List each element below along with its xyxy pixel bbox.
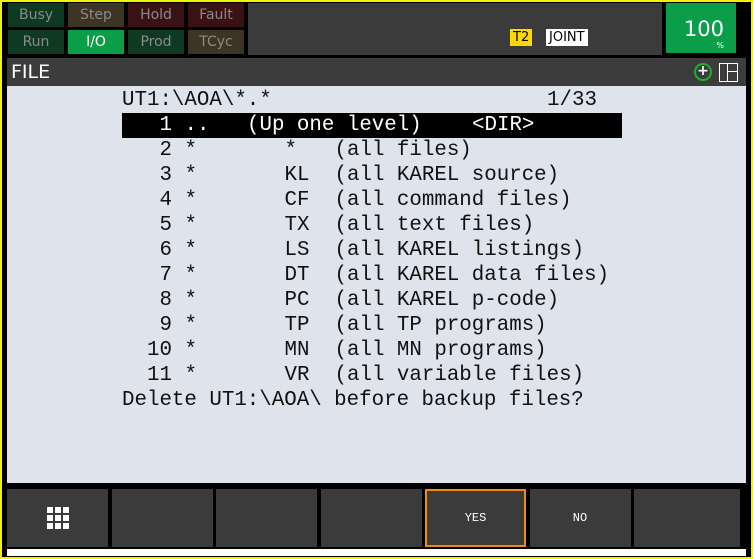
f-key-1-button[interactable]	[111, 489, 213, 547]
row-filetype: VR	[284, 364, 310, 387]
row-filename: *	[184, 314, 197, 337]
menu-grid-button[interactable]	[7, 489, 108, 547]
row-filetype: TP	[284, 314, 310, 337]
directory-path: UT1:\AOA\*.*	[122, 89, 272, 112]
row-number: 10	[147, 339, 172, 362]
screen-title: FILE	[11, 61, 51, 83]
window-layout-icon[interactable]	[719, 63, 738, 82]
file-list-row[interactable]: 6 * LS (all KAREL listings)	[122, 238, 622, 263]
row-filename: *	[184, 214, 197, 237]
file-list-panel: UT1:\AOA\*.* 1/33 1.. (Up one level) <DIR>…	[7, 86, 746, 483]
list-position: 1/33	[547, 89, 597, 112]
row-description: (all command files)	[334, 189, 572, 212]
status-busy: Busy	[8, 3, 64, 27]
coord-system-badge[interactable]: JOINT	[546, 29, 588, 46]
row-filetype: KL	[284, 164, 310, 187]
file-list-row[interactable]: 9 * TP (all TP programs)	[122, 313, 622, 338]
file-list-row[interactable]: 11 * VR (all variable files)	[122, 363, 622, 388]
row-description: (all variable files)	[334, 364, 585, 387]
screen-title-bar: FILE +	[7, 58, 746, 86]
row-filetype: MN	[284, 339, 310, 362]
status-fault: Fault	[188, 3, 244, 27]
file-list-row[interactable]: 2 * * (all files)	[122, 138, 622, 163]
row-number: 7	[159, 264, 172, 287]
row-number: 6	[159, 239, 172, 262]
row-description: (all text files)	[334, 214, 535, 237]
row-description: (all KAREL source)	[334, 164, 560, 187]
row-filename: *	[184, 289, 197, 312]
override-value: 100	[683, 17, 724, 41]
file-list-row[interactable]: 3 * KL (all KAREL source)	[122, 163, 622, 188]
row-filetype: CF	[284, 189, 310, 212]
row-filetype: PC	[284, 289, 310, 312]
status-step: Step	[68, 3, 124, 27]
status-prod: Prod	[128, 30, 184, 54]
row-filename: *	[184, 164, 197, 187]
f-key-3-button[interactable]	[320, 489, 422, 547]
f-key-2-button[interactable]	[216, 489, 317, 547]
row-filetype: TX	[284, 214, 310, 237]
row-number: 8	[159, 289, 172, 312]
override-speed[interactable]: 100 %	[666, 3, 736, 53]
zoom-in-icon[interactable]: +	[694, 63, 712, 81]
f-key-label: YES	[464, 511, 487, 525]
status-hold: Hold	[128, 3, 184, 27]
status-panel	[248, 3, 662, 55]
row-tag: <DIR>	[472, 114, 535, 137]
row-number: 2	[159, 139, 172, 162]
row-description: (all TP programs)	[334, 314, 547, 337]
row-number: 9	[159, 314, 172, 337]
row-filename: *	[184, 364, 197, 387]
file-list-row[interactable]: 1.. (Up one level) <DIR>	[122, 113, 622, 138]
status-run: Run	[8, 30, 64, 54]
row-filetype: LS	[284, 239, 310, 262]
row-number: 1	[159, 114, 172, 137]
row-number: 4	[159, 189, 172, 212]
grid-menu-icon	[46, 507, 69, 529]
row-description: (all files)	[334, 139, 472, 162]
f-key-label: NO	[572, 511, 588, 525]
file-list-row[interactable]: 10 * MN (all MN programs)	[122, 338, 622, 363]
function-key-bar: YES NO	[7, 489, 746, 549]
status-tcyc: TCyc	[188, 30, 244, 54]
row-filename: *	[184, 339, 197, 362]
tp-mode-badge: T2	[510, 29, 533, 46]
f-key-no-button[interactable]: NO	[529, 489, 631, 547]
f-key-yes-button[interactable]: YES	[425, 489, 526, 547]
bottom-strip	[7, 549, 746, 556]
status-io: I/O	[68, 30, 124, 54]
row-filename: *	[184, 139, 197, 162]
row-number: 5	[159, 214, 172, 237]
row-description: (Up one level)	[247, 114, 422, 137]
row-filetype: DT	[284, 264, 310, 287]
row-filetype: *	[284, 139, 297, 162]
row-filename: *	[184, 264, 197, 287]
row-description: (all MN programs)	[334, 339, 547, 362]
row-filename: *	[184, 189, 197, 212]
row-number: 11	[147, 364, 172, 387]
row-description: (all KAREL p-code)	[334, 289, 560, 312]
row-description: (all KAREL data files)	[334, 264, 610, 287]
override-unit: %	[716, 41, 724, 50]
file-list-row[interactable]: 5 * TX (all text files)	[122, 213, 622, 238]
row-filename: ..	[184, 114, 210, 137]
row-number: 3	[159, 164, 172, 187]
file-list-row[interactable]: 4 * CF (all command files)	[122, 188, 622, 213]
confirm-prompt: Delete UT1:\AOA\ before backup files?	[122, 389, 584, 412]
row-description: (all KAREL listings)	[334, 239, 585, 262]
file-list-row[interactable]: 7 * DT (all KAREL data files)	[122, 263, 622, 288]
f-key-6-button[interactable]	[634, 489, 740, 547]
selection-highlight	[122, 113, 622, 138]
file-list-row[interactable]: 8 * PC (all KAREL p-code)	[122, 288, 622, 313]
row-filename: *	[184, 239, 197, 262]
